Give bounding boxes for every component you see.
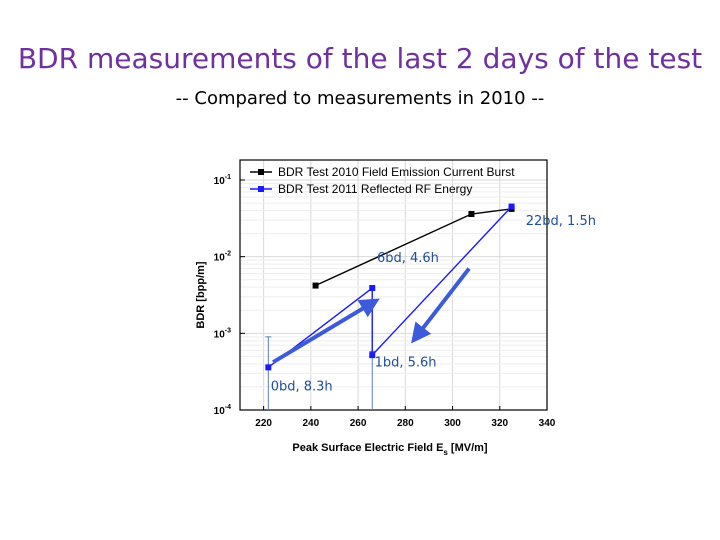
series-2-point (265, 364, 272, 371)
series-1-point (312, 282, 319, 289)
x-tick-label: 280 (397, 418, 414, 429)
series-1-point (468, 211, 475, 218)
y-axis-label: BDR [bpp/m] (195, 261, 207, 329)
data-annotation: 1bd, 5.6h (375, 355, 437, 370)
legend-label: BDR Test 2011 Reflected RF Energy (278, 182, 472, 196)
series-2-point (369, 352, 376, 359)
y-tick-label: 10-2 (214, 251, 231, 264)
trend-arrow (272, 298, 380, 364)
grid-layer (240, 160, 547, 411)
series-2-line (267, 206, 513, 368)
y-tick-label: 10-1 (214, 174, 231, 187)
x-tick-label: 320 (491, 418, 508, 429)
y-tick-label: 10-3 (214, 327, 231, 340)
legend-label: BDR Test 2010 Field Emission Current Bur… (278, 165, 515, 179)
axes-layer: 220 240 260 280 300 320 340 10-4 10-3 10-2 10-1 (214, 174, 556, 429)
x-tick-label: 240 (303, 418, 320, 429)
data-annotation: 6bd, 4.6h (377, 251, 439, 266)
slide-subtitle: -- Compared to measurements in 2010 -- (175, 88, 545, 109)
y-tick-label: 10-4 (214, 404, 231, 417)
x-tick-label: 300 (444, 418, 461, 429)
series-2-point (508, 203, 515, 210)
arrow-layer (272, 267, 471, 364)
plot-frame (239, 159, 548, 411)
x-tick-label: 340 (539, 418, 556, 429)
legend: BDR Test 2010 Field Emission Current Bur… (250, 165, 515, 196)
slide-title: BDR measurements of the last 2 days of t… (17, 42, 703, 75)
x-axis-label: Peak Surface Electric Field Es [MV/m] (292, 442, 488, 457)
trend-arrow (411, 267, 471, 344)
series-layer (265, 203, 515, 371)
x-tick-label: 260 (350, 418, 367, 429)
legend-marker (258, 169, 264, 175)
data-annotation: 22bd, 1.5h (526, 214, 596, 229)
legend-marker (258, 186, 264, 192)
annotation-layer: 22bd, 1.5h 6bd, 4.6h 1bd, 5.6h 0bd, 8.3h (271, 214, 596, 395)
data-annotation: 0bd, 8.3h (271, 379, 333, 394)
series-2-point (369, 285, 376, 292)
x-tick-label: 220 (255, 418, 272, 429)
